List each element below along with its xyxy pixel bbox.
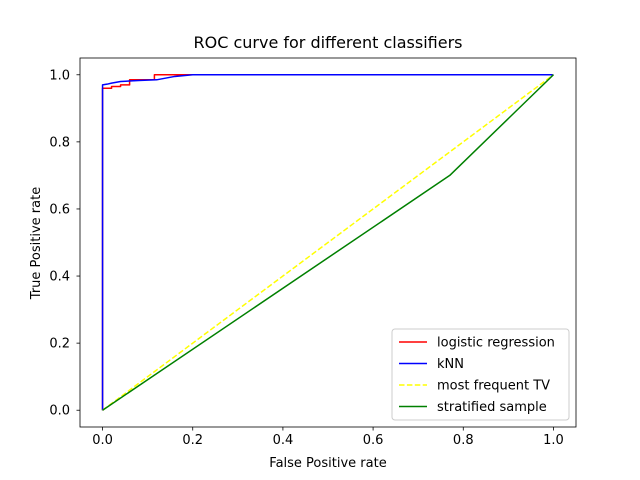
- x-tick-label: 0.2: [182, 433, 203, 448]
- x-axis-label: False Positive rate: [269, 456, 386, 471]
- legend-label-1: logistic regression: [437, 336, 555, 351]
- y-tick-label: 1.0: [49, 68, 70, 83]
- axes-frame: [79, 57, 577, 428]
- legend-label-4: stratified sample: [437, 400, 547, 415]
- axes: 0.0 0.2 0.4 0.6 0.8 1.0 0.0 0.2 0.4 0.6 0.8 1.0: [49, 57, 577, 448]
- legend: logistic regression kNN most frequent TV st…: [391, 328, 570, 421]
- y-tick-label: 0.4: [49, 270, 70, 285]
- x-tick-label: 0.4: [273, 433, 294, 448]
- series-line-2: [101, 74, 554, 411]
- legend-label-3: most frequent TV: [437, 379, 550, 394]
- series-line-3: [102, 74, 554, 411]
- y-axis-label: True Positive rate: [29, 187, 44, 300]
- legend-box: [391, 328, 570, 421]
- x-tick-label: 0.8: [453, 433, 474, 448]
- series-line-4: [102, 74, 554, 411]
- y-tick-label: 0.8: [49, 135, 70, 150]
- chart-title: ROC curve for different classifiers: [193, 33, 462, 52]
- y-tick-label: 0.6: [49, 202, 70, 217]
- y-tick-label: 0.0: [49, 404, 70, 419]
- x-tick-label: 0.6: [363, 433, 384, 448]
- legend-label-2: kNN: [437, 357, 464, 372]
- x-tick-label: 0.0: [92, 433, 113, 448]
- plot-area: [101, 74, 554, 411]
- series-line-1: [101, 74, 554, 411]
- y-tick-label: 0.2: [49, 337, 70, 352]
- x-tick-label: 1.0: [543, 433, 564, 448]
